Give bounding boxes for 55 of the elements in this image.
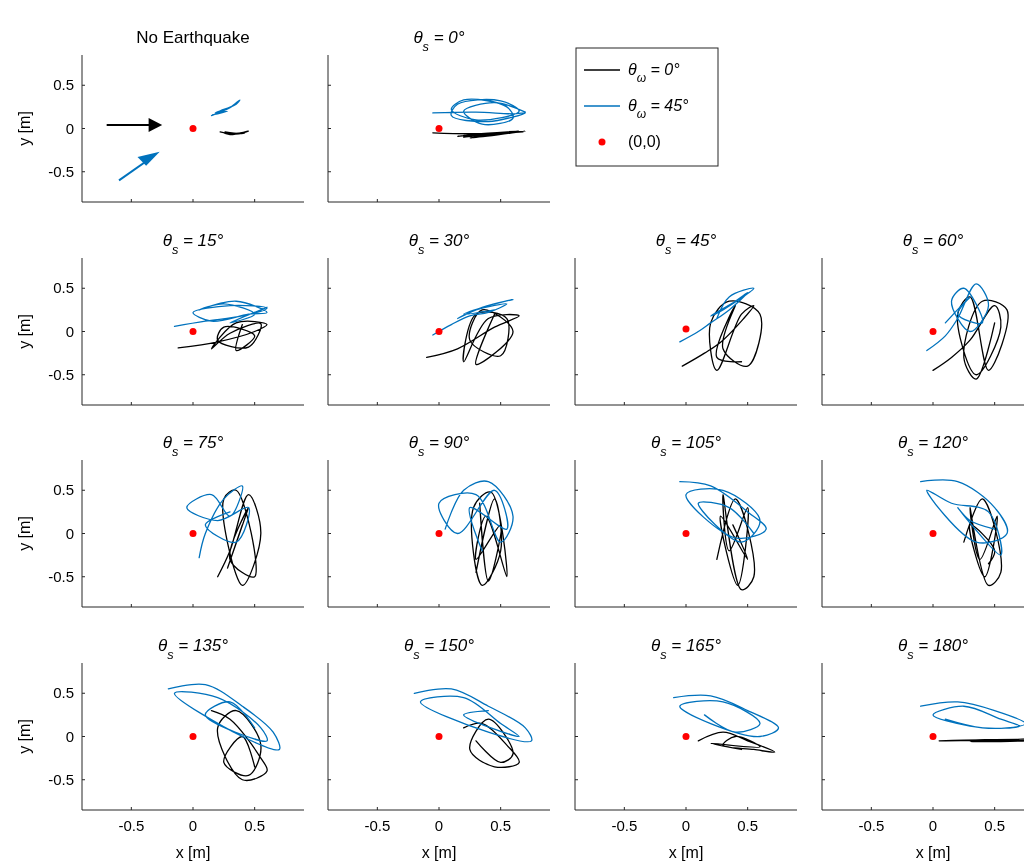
y-tick-label: 0 [65, 119, 74, 137]
y-tick-label: 0 [65, 727, 74, 745]
y-axis-title: y [m] [16, 111, 33, 146]
chart-title: No Earthquake [136, 28, 250, 47]
x-axis-title: x [m] [915, 844, 951, 861]
line-series [210, 709, 268, 781]
y-tick-label: 0.5 [53, 481, 74, 499]
y-tick-label: 0.5 [53, 76, 74, 94]
x-tick-label: 0.5 [490, 817, 512, 834]
chart-title: θ$_{s}$ = 165° [650, 636, 722, 662]
x-axis-title: x [m] [421, 844, 457, 861]
y-tick-label: -0.5 [48, 567, 74, 585]
legend-label: θ$_{ω}$ = 0° [628, 61, 681, 85]
x-tick-label: 0.5 [984, 817, 1006, 834]
x-tick-label: 0.5 [737, 817, 759, 834]
chart-title: θ$_{s}$ = 150° [403, 636, 475, 662]
x-axis-title: x [m] [668, 844, 704, 861]
chart-title: θ$_{s}$ = 75° [162, 433, 224, 459]
y-tick-label: -0.5 [48, 162, 74, 180]
chart-title: θ$_{s}$ = 0° [413, 28, 465, 54]
x-tick-label: 0 [928, 817, 938, 834]
chart-title: θ$_{s}$ = 105° [650, 433, 722, 459]
x-axis-title: x [m] [175, 844, 211, 861]
legend-label: θ$_{ω}$ = 45° [628, 97, 690, 121]
x-tick-label: 0 [681, 817, 691, 834]
chart-title: θ$_{s}$ = 15° [162, 231, 224, 257]
line-series [186, 485, 250, 559]
chart-title: θ$_{s}$ = 60° [902, 231, 964, 257]
chart-title: θ$_{s}$ = 45° [655, 231, 717, 257]
y-tick-label: 0 [65, 524, 74, 542]
y-tick-label: -0.5 [48, 770, 74, 788]
line-series [210, 99, 241, 117]
x-tick-label: -0.5 [118, 817, 145, 834]
chart-title: θ$_{s}$ = 120° [897, 433, 969, 459]
x-tick-label: 0 [188, 817, 198, 834]
line-series [167, 683, 281, 751]
chart-title: θ$_{s}$ = 30° [408, 231, 470, 257]
y-tick-label: 0 [65, 322, 74, 340]
chart-title: θ$_{s}$ = 180° [897, 636, 969, 662]
x-tick-label: 0.5 [244, 817, 266, 834]
y-tick-label: 0.5 [53, 279, 74, 297]
chart-title: θ$_{s}$ = 135° [157, 636, 229, 662]
y-axis-title: y [m] [16, 314, 33, 349]
y-tick-label: -0.5 [48, 365, 74, 383]
x-tick-label: 0 [434, 817, 444, 834]
y-tick-label: 0.5 [53, 684, 74, 702]
x-tick-label: -0.5 [364, 817, 391, 834]
line-series [173, 300, 268, 327]
y-axis-title: y [m] [16, 516, 33, 551]
x-tick-label: -0.5 [611, 817, 638, 834]
legend-label: (0,0) [628, 133, 661, 150]
chart-title: θ$_{s}$ = 90° [408, 433, 470, 459]
y-axis-title: y [m] [16, 719, 33, 754]
line-series [217, 489, 262, 587]
x-tick-label: -0.5 [858, 817, 885, 834]
